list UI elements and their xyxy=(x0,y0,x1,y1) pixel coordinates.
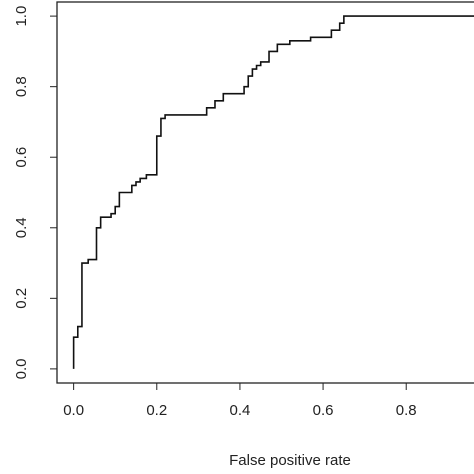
y-tick-label: 0.8 xyxy=(13,76,30,97)
y-tick-label: 0.0 xyxy=(13,358,30,379)
x-tick-label: 0.8 xyxy=(396,402,417,419)
x-tick-label: 0.0 xyxy=(63,402,84,419)
x-axis-label: False positive rate xyxy=(229,452,351,469)
x-tick-label: 0.6 xyxy=(313,402,334,419)
y-tick-label: 0.2 xyxy=(13,288,30,309)
y-tick-label: 1.0 xyxy=(13,6,30,27)
y-tick-label: 0.6 xyxy=(13,147,30,168)
y-tick-label: 0.4 xyxy=(13,217,30,238)
roc-curve xyxy=(72,15,474,369)
x-tick-label: 0.4 xyxy=(229,402,250,419)
plot-frame xyxy=(56,1,474,384)
x-tick-label: 0.2 xyxy=(146,402,167,419)
